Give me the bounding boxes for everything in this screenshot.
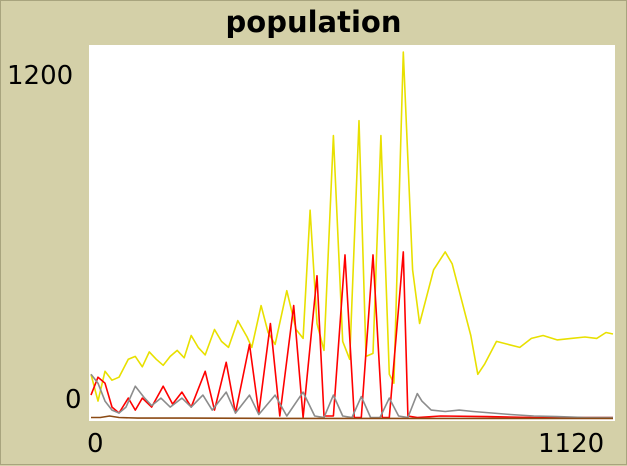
plot-title: population [225,5,402,39]
x-axis-max-label: 1120 [538,429,605,459]
series-line-2 [90,251,613,419]
x-axis-min-label: 0 [87,429,104,459]
y-axis-max-label: 1200 [7,61,74,91]
y-axis-min-label: 0 [65,385,82,415]
series-line-3 [90,373,613,419]
plot-background [89,45,615,421]
series-layer [90,51,614,420]
series-line-4 [91,415,613,420]
